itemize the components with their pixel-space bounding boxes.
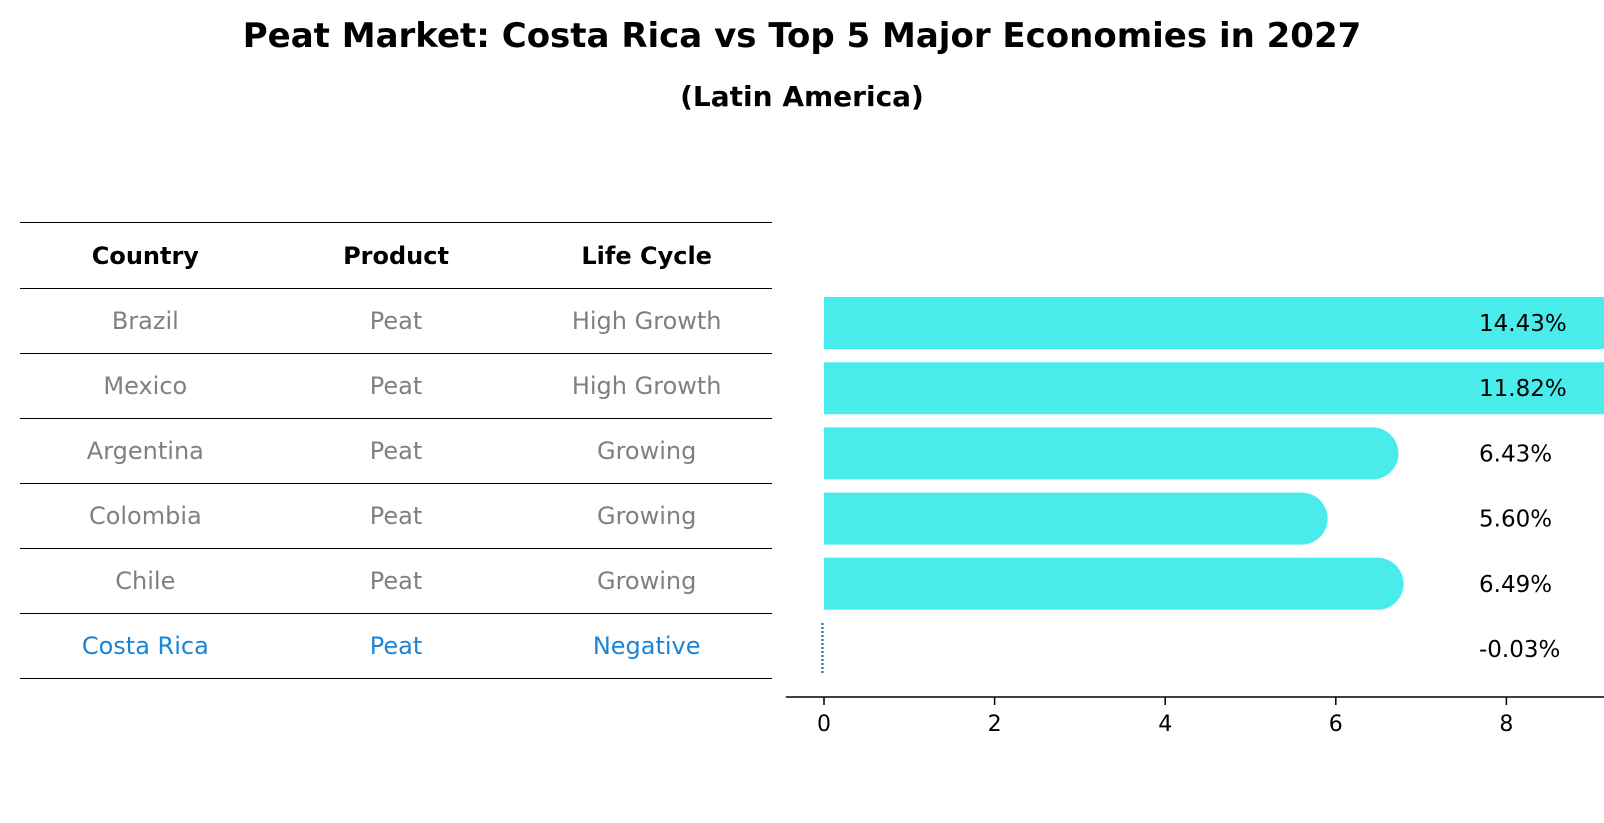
table-row: Mexico Peat High Growth [20,354,772,419]
product-cell: Peat [369,372,423,400]
country-cell: Brazil [111,307,179,335]
country-table: Country Product Life Cycle Brazil Peat H… [20,222,772,679]
country-cell: Chile [115,567,176,595]
country-cell: Argentina [86,437,204,465]
life-cycle-cell: High Growth [571,307,722,335]
x-tick-label: 0 [817,712,831,737]
chart-subtitle: (Latin America) [680,80,924,113]
life-cycle-cell: Negative [592,632,701,660]
bar-mexico [824,362,1604,415]
product-cell: Peat [369,632,423,660]
x-tick-label: 6 [1329,712,1343,737]
table-row: Argentina Peat Growing [20,419,772,484]
x-tick-label: 2 [988,712,1002,737]
bar-brazil [824,297,1604,349]
life-cycle-cell: Growing [596,437,697,465]
x-tick-label: 8 [1499,712,1513,737]
table-row-highlighted: Costa Rica Peat Negative [20,614,772,679]
bar-colombia [824,492,1328,545]
country-cell: Costa Rica [81,632,209,660]
header-country: Country [91,241,199,270]
product-cell: Peat [369,567,423,595]
chart-title: Peat Market: Costa Rica vs Top 5 Major E… [242,16,1362,56]
table-row: Colombia Peat Growing [20,484,772,549]
bar-chile [824,557,1404,610]
bar-argentina [824,427,1399,480]
header-life-cycle: Life Cycle [581,241,712,270]
value-label: 11.82% [1479,376,1567,402]
country-cell: Colombia [88,502,202,530]
table-header-row: Country Product Life Cycle [20,222,772,289]
life-cycle-cell: High Growth [571,372,722,400]
header-product: Product [343,241,449,270]
product-cell: Peat [369,307,423,335]
country-cell: Mexico [103,372,188,400]
value-label: 14.43% [1479,311,1567,337]
product-cell: Peat [369,502,423,530]
x-tick-label: 4 [1158,712,1172,737]
value-label: 6.49% [1479,572,1552,598]
product-cell: Peat [369,437,423,465]
table-row: Brazil Peat High Growth [20,289,772,354]
life-cycle-cell: Growing [596,567,697,595]
value-label: 6.43% [1479,441,1552,467]
table-row: Chile Peat Growing [20,549,772,614]
life-cycle-cell: Growing [596,502,697,530]
value-label: -0.03% [1479,637,1560,663]
value-label: 5.60% [1479,507,1552,533]
